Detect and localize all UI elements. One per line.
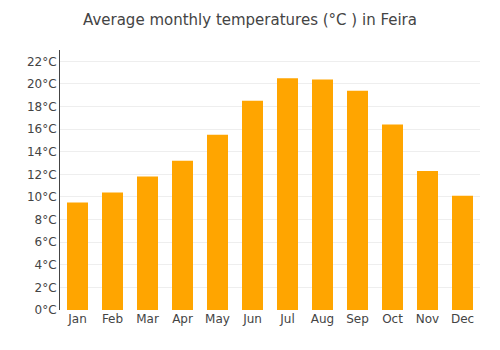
svg-text:8°C: 8°C (35, 213, 57, 227)
svg-text:Dec: Dec (451, 312, 474, 326)
svg-text:Feb: Feb (102, 312, 123, 326)
svg-text:Oct: Oct (382, 312, 403, 326)
svg-text:Jul: Jul (279, 312, 294, 326)
svg-text:Apr: Apr (172, 312, 193, 326)
svg-text:20°C: 20°C (27, 77, 57, 91)
svg-text:2°C: 2°C (35, 281, 57, 295)
svg-text:Mar: Mar (136, 312, 159, 326)
svg-text:18°C: 18°C (27, 100, 57, 114)
svg-text:6°C: 6°C (35, 235, 57, 249)
svg-text:16°C: 16°C (27, 122, 57, 136)
svg-text:Nov: Nov (416, 312, 439, 326)
svg-text:Average monthly temperatures (: Average monthly temperatures (°C ) in Fe… (83, 11, 417, 29)
svg-text:Aug: Aug (311, 312, 334, 326)
svg-text:10°C: 10°C (27, 190, 57, 204)
svg-text:Jun: Jun (242, 312, 262, 326)
svg-text:Jan: Jan (67, 312, 87, 326)
svg-text:May: May (205, 312, 230, 326)
svg-text:12°C: 12°C (27, 168, 57, 182)
svg-text:22°C: 22°C (27, 55, 57, 69)
svg-text:14°C: 14°C (27, 145, 57, 159)
svg-text:0°C: 0°C (35, 303, 57, 317)
svg-text:4°C: 4°C (35, 258, 57, 272)
svg-text:Sep: Sep (346, 312, 369, 326)
